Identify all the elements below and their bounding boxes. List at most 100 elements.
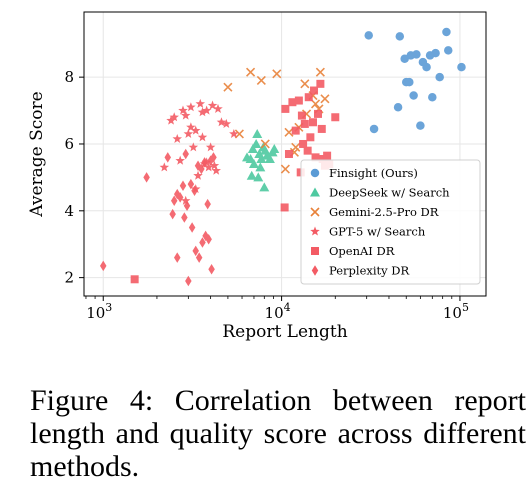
data-point <box>288 98 297 107</box>
data-point <box>284 127 294 137</box>
data-point <box>317 124 326 133</box>
data-point <box>185 275 192 287</box>
data-point <box>255 162 266 172</box>
data-point <box>170 195 178 207</box>
data-point <box>186 102 196 112</box>
data-point <box>320 94 330 104</box>
data-point <box>418 57 428 67</box>
legend-entry: Finsight (Ours) <box>310 166 418 180</box>
data-point <box>412 50 421 59</box>
data-point <box>210 152 217 163</box>
x-tick-label: 104 <box>265 301 291 322</box>
data-point <box>294 96 303 105</box>
data-point <box>164 152 172 163</box>
data-point <box>190 125 201 135</box>
data-point <box>192 245 199 257</box>
legend-marker <box>311 247 319 255</box>
data-point <box>400 54 409 64</box>
legend-label: Perplexity DR <box>329 264 410 278</box>
data-point <box>259 182 270 192</box>
data-point <box>186 122 196 132</box>
data-point <box>444 46 453 55</box>
data-point <box>188 142 199 152</box>
data-point <box>308 118 317 127</box>
y-tick-label: 4 <box>64 202 74 220</box>
data-point <box>303 146 312 155</box>
x-tick-label: 103 <box>86 301 112 322</box>
data-point <box>369 124 379 134</box>
x-tick-label: 105 <box>443 301 469 322</box>
y-tick-label: 8 <box>64 68 74 86</box>
data-point <box>409 91 418 100</box>
legend-entry: GPT-5 w/ Search <box>310 225 426 239</box>
data-point <box>216 117 227 127</box>
data-point <box>457 62 466 72</box>
data-point <box>281 104 290 113</box>
legend: Finsight (Ours) DeepSeek w/ Search Gemini-… <box>300 159 481 285</box>
data-point <box>181 212 188 223</box>
data-point <box>311 153 320 162</box>
legend-marker <box>310 226 320 236</box>
data-point <box>223 82 233 92</box>
data-point <box>183 128 194 138</box>
data-point <box>176 192 184 203</box>
data-point <box>229 128 239 138</box>
data-point <box>180 195 191 205</box>
data-point <box>442 27 451 37</box>
data-point <box>304 93 313 102</box>
data-point <box>300 79 310 89</box>
data-point <box>169 208 176 220</box>
data-point <box>315 67 325 77</box>
data-point <box>256 154 267 164</box>
data-point <box>188 222 196 233</box>
data-point <box>159 162 170 172</box>
data-point <box>183 200 191 212</box>
legend-entry: OpenAI DR <box>311 244 395 258</box>
data-point <box>428 92 437 102</box>
data-point <box>251 138 262 148</box>
data-point <box>195 98 206 108</box>
legend-label: OpenAI DR <box>329 244 395 258</box>
data-point <box>393 102 403 112</box>
data-point <box>364 31 373 40</box>
data-point <box>269 143 280 153</box>
data-point <box>234 129 244 139</box>
data-point <box>248 159 259 169</box>
data-point <box>199 237 206 248</box>
data-point <box>198 163 205 175</box>
data-point <box>180 110 191 120</box>
data-point <box>310 99 321 109</box>
data-point <box>178 105 188 115</box>
scatter-chart: 103 104 105 2 4 6 8 Report Length Average Scor… <box>27 11 487 342</box>
data-point <box>280 203 289 212</box>
data-point <box>395 32 405 41</box>
data-point <box>300 119 309 128</box>
legend-entry: DeepSeek w/ Search <box>310 186 450 200</box>
series-star <box>159 98 239 205</box>
data-point <box>221 118 232 128</box>
data-point <box>204 198 211 210</box>
data-point <box>197 107 208 117</box>
data-point <box>195 252 203 263</box>
legend-label: Finsight (Ours) <box>329 166 418 180</box>
data-point <box>256 75 266 86</box>
series-triangle <box>242 128 280 192</box>
legend-label: GPT-5 w/ Search <box>329 225 426 239</box>
data-point <box>205 233 212 245</box>
data-point <box>193 170 203 180</box>
data-point <box>213 103 223 113</box>
data-point <box>166 115 176 125</box>
data-point <box>323 151 332 160</box>
x-axis-label: Report Length <box>222 322 347 342</box>
data-point <box>435 72 444 82</box>
data-point <box>179 180 187 191</box>
data-point <box>201 157 208 168</box>
data-point <box>331 113 340 122</box>
data-point <box>313 109 322 118</box>
y-tick-label: 2 <box>64 269 74 287</box>
legend-entry: Perplexity DR <box>311 264 410 278</box>
data-point <box>297 111 306 120</box>
data-point <box>211 165 221 175</box>
data-point <box>272 69 282 79</box>
data-point <box>316 79 325 88</box>
